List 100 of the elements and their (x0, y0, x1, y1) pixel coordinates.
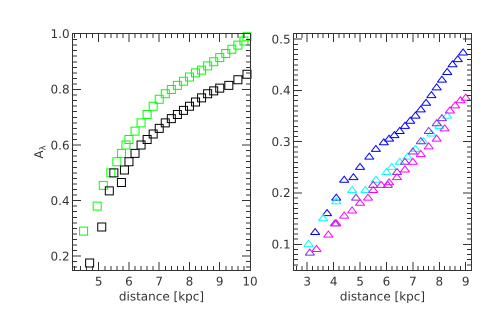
point (178, 106, 188, 115)
x-tick-label: 7 (409, 274, 417, 288)
point (242, 32, 252, 42)
point (452, 55, 463, 62)
point (450, 101, 460, 108)
point (191, 68, 200, 78)
point (221, 48, 230, 58)
x-tick-label: 5 (356, 274, 364, 288)
point (233, 75, 242, 84)
y-tick-label: 0.4 (272, 84, 291, 98)
point (432, 119, 442, 126)
point (166, 114, 176, 124)
point (434, 122, 444, 129)
point (416, 137, 426, 144)
y-tick-label: 0.1 (272, 238, 291, 252)
point (197, 66, 206, 75)
point (130, 126, 140, 136)
point (227, 44, 236, 54)
x-tick-label: 10 (242, 274, 258, 288)
point (408, 158, 418, 165)
point (104, 186, 114, 196)
y-tick-label: 0.2 (50, 249, 70, 264)
point (444, 106, 455, 114)
x-tick-label: 3 (303, 274, 312, 288)
point (215, 84, 224, 93)
point (136, 140, 146, 150)
point (339, 176, 350, 183)
point (426, 91, 436, 98)
point (97, 222, 106, 232)
point (416, 105, 426, 112)
point (203, 89, 212, 98)
y-tick-label: 1.0 (50, 27, 70, 42)
point (172, 80, 182, 90)
point (378, 138, 389, 146)
point (160, 118, 170, 128)
y-tick-label: 0.4 (50, 194, 70, 208)
point (184, 102, 194, 111)
y-tick-label: 0.6 (50, 138, 70, 152)
point (120, 166, 129, 175)
point (191, 98, 200, 107)
point (109, 168, 118, 178)
x-tick-label: 8 (186, 274, 194, 288)
point (310, 228, 320, 236)
point (203, 61, 212, 70)
point (124, 135, 134, 144)
point (124, 157, 134, 166)
point (209, 86, 218, 96)
point (136, 118, 146, 128)
x-tick-label: 6 (125, 274, 133, 288)
point (79, 226, 88, 236)
point (323, 230, 334, 238)
point (368, 180, 378, 188)
point (178, 76, 188, 86)
x-tick-label: 9 (216, 274, 224, 288)
point (405, 116, 416, 124)
point (172, 110, 182, 120)
point (331, 197, 342, 204)
point (142, 110, 152, 120)
point (98, 180, 108, 190)
point (239, 36, 248, 46)
x-tick-label: 9 (462, 274, 470, 288)
point (121, 140, 130, 150)
point (197, 93, 206, 102)
point (331, 194, 342, 201)
x-axis-title: distance [kpc] (340, 289, 426, 304)
point (364, 152, 374, 160)
x-tick-label: 7 (155, 274, 164, 288)
point (116, 148, 126, 158)
point (416, 150, 426, 158)
point (242, 70, 252, 79)
point (376, 180, 386, 188)
point (166, 85, 176, 94)
point (432, 134, 442, 142)
point (347, 186, 358, 193)
point (339, 212, 350, 219)
x-axis-title: distance [kpc] (118, 289, 204, 304)
point (424, 142, 434, 150)
y-tick-label: 0.3 (272, 134, 291, 149)
point (368, 186, 378, 193)
point (148, 129, 158, 138)
point (382, 180, 393, 188)
point (442, 112, 452, 119)
point (442, 68, 452, 75)
x-tick-label: 6 (382, 274, 390, 288)
point (130, 148, 140, 158)
x-tick-label: 5 (94, 274, 103, 288)
x-tick-label: 4 (330, 274, 338, 288)
point (142, 135, 152, 144)
point (426, 130, 436, 137)
y-tick-label: 0.5 (272, 32, 291, 46)
point (224, 80, 234, 90)
point (432, 83, 442, 90)
point (154, 124, 164, 133)
point (148, 102, 158, 111)
point (154, 94, 164, 104)
point (209, 57, 218, 66)
point (160, 89, 170, 98)
point (386, 162, 397, 170)
point (116, 178, 126, 188)
point (85, 258, 94, 268)
